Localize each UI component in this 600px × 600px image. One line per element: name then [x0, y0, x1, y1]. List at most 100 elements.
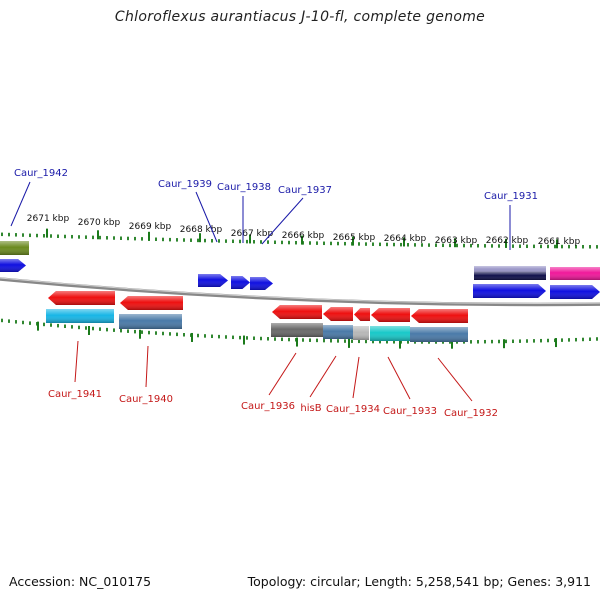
minor-tick — [330, 241, 332, 246]
gene-feature-turquoise[interactable] — [370, 326, 410, 341]
minor-tick — [183, 333, 185, 337]
gene-feature-blue[interactable] — [473, 284, 546, 298]
minor-tick — [50, 323, 52, 327]
minor-tick — [372, 339, 374, 344]
gene-feature-lavender[interactable] — [474, 266, 546, 273]
minor-tick — [1, 318, 3, 323]
gene-label[interactable]: Caur_1938 — [217, 182, 271, 193]
gene-feature-cyan[interactable] — [46, 309, 114, 323]
minor-tick — [274, 240, 276, 245]
minor-tick — [316, 338, 318, 343]
minor-tick — [141, 237, 143, 241]
minor-tick — [211, 334, 213, 339]
gene-feature-steelblue[interactable] — [410, 327, 468, 342]
minor-tick — [15, 233, 17, 237]
label-leaders — [10, 181, 511, 402]
minor-tick — [449, 243, 451, 248]
minor-tick — [36, 233, 38, 238]
gene-feature-red[interactable] — [354, 308, 370, 321]
gene-feature-steelblue[interactable] — [119, 314, 182, 329]
kbp-tick-label: 2667 kbp — [231, 229, 274, 239]
gene-feature-steelblue[interactable] — [323, 325, 353, 339]
gene-feature-magenta[interactable] — [550, 267, 600, 280]
minor-tick — [71, 325, 73, 329]
major-tick — [556, 239, 558, 249]
minor-tick — [197, 238, 199, 243]
gene-feature-olive[interactable] — [0, 241, 29, 255]
minor-tick — [155, 237, 157, 242]
label-leader-line — [10, 181, 31, 227]
minor-tick — [232, 335, 234, 340]
minor-tick — [57, 234, 59, 239]
gene-feature-blue[interactable] — [231, 276, 250, 289]
gene-label[interactable]: Caur_1937 — [278, 185, 332, 196]
kbp-scale: 2671 kbp 2670 kbp 2669 kbp 2668 kbp 2667 kbp… — [27, 214, 581, 247]
minor-tick — [43, 322, 45, 327]
minor-tick — [582, 244, 584, 249]
kbp-tick-label: 2668 kbp — [180, 225, 223, 235]
minor-tick — [526, 244, 528, 249]
minor-tick — [155, 331, 157, 335]
minor-tick — [344, 241, 346, 246]
kbp-tick-label: 2665 kbp — [333, 233, 376, 243]
minor-tick — [512, 244, 514, 248]
gene-label[interactable]: Caur_1931 — [484, 191, 538, 202]
minor-tick — [575, 337, 577, 342]
gene-feature-red[interactable] — [120, 296, 183, 310]
major-tick — [555, 338, 557, 348]
gene-feature-navy[interactable] — [474, 272, 546, 280]
gene-feature-red[interactable] — [411, 309, 468, 323]
minor-tick — [197, 333, 199, 338]
minor-tick — [596, 245, 598, 249]
minor-tick — [428, 243, 430, 247]
gene-feature-blue[interactable] — [550, 285, 600, 299]
gene-feature-lightgray[interactable] — [353, 326, 369, 340]
minor-tick — [162, 237, 164, 242]
major-tick — [243, 335, 245, 345]
gene-label[interactable]: Caur_1941 — [48, 389, 102, 400]
gene-label[interactable]: Caur_1936 — [241, 401, 295, 412]
major-tick — [97, 230, 99, 240]
minor-tick — [337, 339, 339, 343]
minor-tick — [260, 336, 262, 341]
major-tick — [296, 337, 298, 347]
minor-tick — [225, 239, 227, 243]
gene-label[interactable]: hisB — [300, 403, 321, 414]
minor-tick — [561, 244, 563, 249]
gene-label[interactable]: Caur_1942 — [14, 168, 68, 179]
minor-tick — [323, 241, 325, 246]
minor-tick — [365, 242, 367, 246]
minor-tick — [526, 339, 528, 343]
gene-feature-red[interactable] — [323, 307, 353, 321]
minor-tick — [421, 243, 423, 247]
minor-tick — [519, 244, 521, 248]
gene-feature-red[interactable] — [371, 308, 410, 322]
gene-feature-gray[interactable] — [271, 323, 323, 337]
gene-feature-red[interactable] — [272, 305, 322, 319]
minor-tick — [204, 334, 206, 338]
label-leader-line — [309, 355, 337, 398]
minor-tick — [253, 240, 255, 244]
minor-tick — [519, 339, 521, 343]
minor-tick — [309, 338, 311, 342]
gene-label[interactable]: Caur_1940 — [119, 394, 173, 405]
gene-feature-blue[interactable] — [198, 274, 228, 287]
minor-tick — [267, 337, 269, 341]
minor-tick — [169, 237, 171, 242]
minor-tick — [134, 329, 136, 334]
minor-tick — [393, 340, 395, 344]
gene-label[interactable]: Caur_1932 — [444, 408, 498, 419]
gene-label[interactable]: Caur_1934 — [326, 404, 380, 415]
minor-tick — [484, 339, 486, 344]
minor-tick — [274, 337, 276, 341]
minor-tick — [568, 338, 570, 342]
minor-tick — [337, 241, 339, 246]
minor-tick — [211, 239, 213, 243]
minor-tick — [106, 236, 108, 240]
gene-feature-blue[interactable] — [0, 259, 26, 272]
gene-feature-red[interactable] — [48, 291, 115, 305]
gene-feature-blue[interactable] — [250, 277, 273, 290]
gene-label[interactable]: Caur_1939 — [158, 179, 212, 190]
genome-backbone — [0, 277, 600, 307]
gene-label[interactable]: Caur_1933 — [383, 406, 437, 417]
